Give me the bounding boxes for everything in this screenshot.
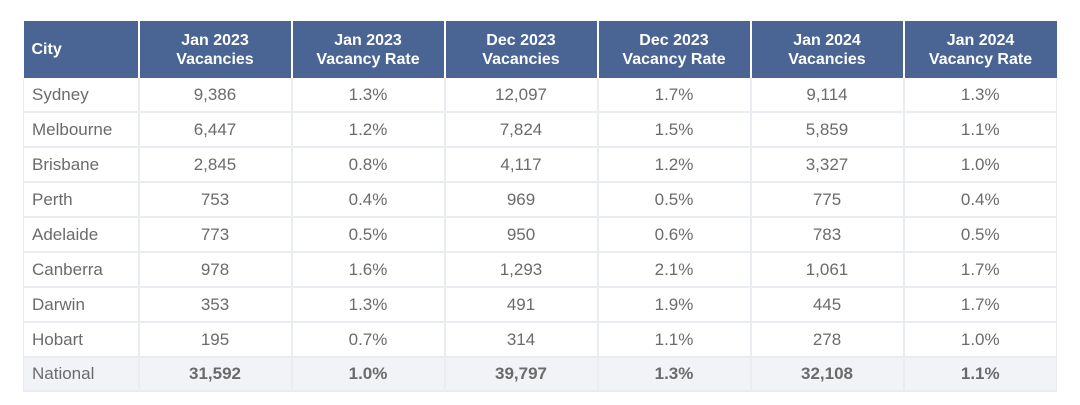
city-cell: Perth	[23, 182, 140, 218]
header-line2: Vacancies	[176, 50, 254, 68]
header-line1: Jan 2023	[334, 31, 402, 49]
header-dec2023-vacancies: Dec 2023 Vacancies	[444, 21, 599, 78]
table-row: Sydney 9,386 1.3% 12,097 1.7% 9,114 1.3%	[23, 78, 1057, 113]
value-cell: 0.4%	[903, 182, 1057, 218]
header-city: City	[23, 21, 140, 78]
header-line2: Vacancy Rate	[622, 50, 726, 68]
value-cell: 0.6%	[597, 217, 752, 253]
value-cell: 0.5%	[597, 182, 752, 218]
value-cell: 2,845	[138, 147, 293, 183]
value-cell: 314	[444, 322, 599, 358]
value-cell: 353	[138, 287, 293, 323]
value-cell: 1.3%	[291, 287, 446, 323]
table-row: Brisbane 2,845 0.8% 4,117 1.2% 3,327 1.0…	[23, 147, 1057, 183]
value-cell: 1.0%	[903, 322, 1057, 358]
total-value-cell: 1.3%	[597, 357, 752, 392]
value-cell: 3,327	[750, 147, 905, 183]
total-value-cell: 32,108	[750, 357, 905, 392]
value-cell: 775	[750, 182, 905, 218]
total-value-cell: 39,797	[444, 357, 599, 392]
value-cell: 5,859	[750, 112, 905, 148]
national-total-row: National 31,592 1.0% 39,797 1.3% 32,108 …	[23, 357, 1057, 392]
value-cell: 491	[444, 287, 599, 323]
value-cell: 6,447	[138, 112, 293, 148]
value-cell: 0.5%	[903, 217, 1057, 253]
city-cell: Hobart	[23, 322, 140, 358]
city-cell: Canberra	[23, 252, 140, 288]
value-cell: 1.3%	[291, 78, 446, 113]
vacancy-table-container: City Jan 2023 Vacancies Jan 2023 Vacancy R…	[23, 21, 1057, 392]
value-cell: 1.1%	[597, 322, 752, 358]
header-line2: Vacancies	[788, 50, 866, 68]
header-line1: Jan 2024	[946, 31, 1015, 49]
value-cell: 783	[750, 217, 905, 253]
total-value-cell: 1.1%	[903, 357, 1057, 392]
header-line1: Dec 2023	[639, 31, 709, 49]
header-jan2023-rate: Jan 2023 Vacancy Rate	[291, 21, 446, 78]
value-cell: 7,824	[444, 112, 599, 148]
value-cell: 969	[444, 182, 599, 218]
value-cell: 0.8%	[291, 147, 446, 183]
value-cell: 12,097	[444, 78, 599, 113]
value-cell: 773	[138, 217, 293, 253]
table-body: Sydney 9,386 1.3% 12,097 1.7% 9,114 1.3%…	[23, 78, 1057, 392]
table-row: Adelaide 773 0.5% 950 0.6% 783 0.5%	[23, 217, 1057, 253]
value-cell: 1.7%	[597, 78, 752, 113]
value-cell: 1.2%	[291, 112, 446, 148]
value-cell: 1.3%	[903, 78, 1057, 113]
table-row: Darwin 353 1.3% 491 1.9% 445 1.7%	[23, 287, 1057, 323]
header-city-label: City	[31, 41, 62, 58]
table-header: City Jan 2023 Vacancies Jan 2023 Vacancy R…	[23, 21, 1057, 78]
value-cell: 753	[138, 182, 293, 218]
value-cell: 978	[138, 252, 293, 288]
value-cell: 9,386	[138, 78, 293, 113]
value-cell: 4,117	[444, 147, 599, 183]
value-cell: 1.9%	[597, 287, 752, 323]
header-jan2024-rate: Jan 2024 Vacancy Rate	[903, 21, 1057, 78]
value-cell: 0.7%	[291, 322, 446, 358]
table-row: Canberra 978 1.6% 1,293 2.1% 1,061 1.7%	[23, 252, 1057, 288]
header-jan2023-vacancies: Jan 2023 Vacancies	[138, 21, 293, 78]
city-cell: Sydney	[23, 78, 140, 113]
header-row: City Jan 2023 Vacancies Jan 2023 Vacancy R…	[23, 21, 1057, 78]
value-cell: 445	[750, 287, 905, 323]
header-jan2024-vacancies: Jan 2024 Vacancies	[750, 21, 905, 78]
value-cell: 1.5%	[597, 112, 752, 148]
value-cell: 950	[444, 217, 599, 253]
table-row: Perth 753 0.4% 969 0.5% 775 0.4%	[23, 182, 1057, 218]
header-line2: Vacancy Rate	[316, 50, 420, 68]
table-row: Hobart 195 0.7% 314 1.1% 278 1.0%	[23, 322, 1057, 358]
header-line1: Dec 2023	[486, 31, 556, 49]
value-cell: 195	[138, 322, 293, 358]
value-cell: 1,293	[444, 252, 599, 288]
header-line1: Jan 2024	[793, 31, 861, 49]
value-cell: 1,061	[750, 252, 905, 288]
total-value-cell: 1.0%	[291, 357, 446, 392]
header-line1: Jan 2023	[181, 31, 249, 49]
value-cell: 2.1%	[597, 252, 752, 288]
value-cell: 1.7%	[903, 287, 1057, 323]
value-cell: 1.1%	[903, 112, 1057, 148]
table-row: Melbourne 6,447 1.2% 7,824 1.5% 5,859 1.…	[23, 112, 1057, 148]
city-cell: Melbourne	[23, 112, 140, 148]
header-line2: Vacancies	[482, 50, 560, 68]
vacancy-table: City Jan 2023 Vacancies Jan 2023 Vacancy R…	[23, 21, 1057, 392]
value-cell: 1.7%	[903, 252, 1057, 288]
value-cell: 278	[750, 322, 905, 358]
value-cell: 1.6%	[291, 252, 446, 288]
city-cell: Darwin	[23, 287, 140, 323]
value-cell: 0.4%	[291, 182, 446, 218]
value-cell: 1.2%	[597, 147, 752, 183]
total-label-cell: National	[23, 357, 140, 392]
value-cell: 0.5%	[291, 217, 446, 253]
city-cell: Brisbane	[23, 147, 140, 183]
total-value-cell: 31,592	[138, 357, 293, 392]
value-cell: 9,114	[750, 78, 905, 113]
value-cell: 1.0%	[903, 147, 1057, 183]
header-dec2023-rate: Dec 2023 Vacancy Rate	[597, 21, 752, 78]
city-cell: Adelaide	[23, 217, 140, 253]
header-line2: Vacancy Rate	[928, 50, 1033, 68]
